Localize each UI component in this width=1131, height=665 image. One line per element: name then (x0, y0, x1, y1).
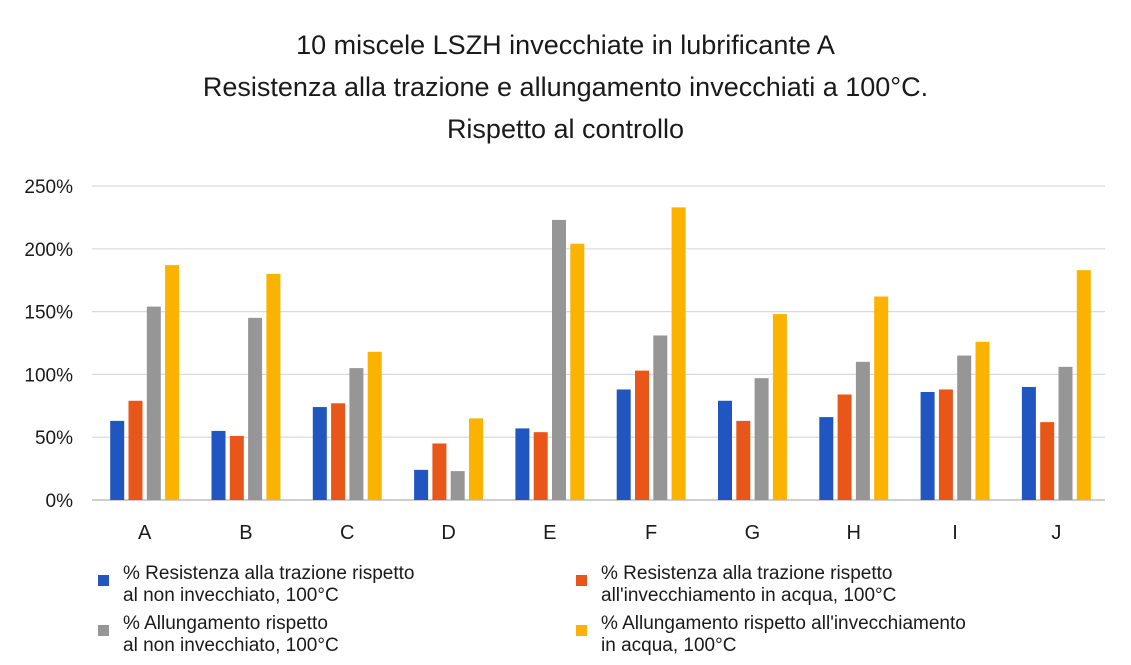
bar-B-series-3 (248, 317, 263, 500)
bar-E-series-4 (570, 243, 585, 500)
chart-title-line-3: Rispetto al controllo (446, 114, 685, 144)
legend-swatch-series-4 (576, 625, 587, 636)
bar-H-series-4 (874, 296, 889, 500)
bar-J-series-4 (1076, 270, 1091, 500)
chart-title: 10 miscele LSZH invecchiate in lubrifica… (0, 24, 1131, 150)
x-tick-label: D (441, 522, 455, 544)
y-tick-label: 150% (24, 303, 73, 324)
bar-C-series-2 (331, 403, 346, 500)
bar-A-series-2 (128, 400, 143, 500)
bar-C-series-4 (367, 351, 382, 500)
legend-swatch-series-2 (576, 575, 587, 586)
x-tick-label: J (1051, 522, 1061, 544)
y-tick-label: 50% (35, 428, 73, 449)
bar-H-series-1 (819, 417, 834, 500)
bar-B-series-4 (266, 273, 281, 500)
bar-I-series-4 (975, 341, 990, 500)
y-tick-label: 100% (24, 365, 73, 386)
bar-A-series-3 (146, 306, 161, 500)
y-tick-label: 200% (24, 240, 73, 261)
bar-B-series-2 (229, 435, 244, 500)
bar-G-series-1 (718, 400, 732, 500)
chart-title-line-1: 10 miscele LSZH invecchiate in lubrifica… (296, 30, 835, 60)
bar-E-series-2 (533, 432, 548, 500)
bar-B-series-1 (211, 430, 226, 500)
bar-J-series-3 (1058, 366, 1073, 500)
chart-title-line-2: Resistenza alla trazione e allungamento … (202, 72, 929, 102)
bar-H-series-2 (837, 394, 852, 500)
bar-J-series-1 (1021, 386, 1036, 500)
y-tick-label: 250% (24, 177, 73, 198)
bar-D-series-4 (469, 418, 483, 500)
legend-item-series-4: % Allungamento rispetto all'invecchiamen… (576, 613, 966, 657)
legend-item-series-3: % Allungamento rispetto al non invecchia… (98, 613, 339, 657)
bar-J-series-2 (1040, 422, 1055, 500)
x-tick-label: I (952, 522, 958, 544)
bar-C-series-1 (312, 407, 327, 500)
bar-F-series-1 (616, 389, 631, 500)
bar-D-series-3 (450, 471, 465, 500)
x-tick-label: B (239, 522, 252, 544)
x-tick-label: H (847, 522, 861, 544)
bar-F-series-3 (653, 335, 668, 500)
legend-label-series-3: % Allungamento rispetto al non invecchia… (123, 613, 339, 656)
bar-G-series-2 (736, 420, 751, 500)
y-tick-label: 0% (46, 491, 74, 512)
bar-I-series-3 (957, 355, 972, 500)
bar-C-series-3 (349, 368, 364, 500)
legend-swatch-series-3 (98, 625, 109, 636)
chart-legend: % Resistenza alla trazione rispetto al n… (0, 563, 1131, 663)
bar-A-series-4 (165, 265, 180, 500)
x-tick-label: A (138, 522, 152, 544)
legend-item-series-1: % Resistenza alla trazione rispetto al n… (98, 563, 414, 607)
bar-E-series-1 (515, 428, 530, 500)
bar-D-series-2 (432, 443, 447, 500)
bar-I-series-1 (920, 391, 935, 500)
bar-G-series-4 (772, 314, 787, 500)
x-tick-label: C (340, 522, 354, 544)
bar-I-series-2 (938, 389, 953, 500)
bar-F-series-4 (671, 207, 686, 501)
x-tick-label: G (745, 522, 761, 544)
legend-label-series-1: % Resistenza alla trazione rispetto al n… (123, 563, 415, 606)
bar-G-series-3 (754, 378, 769, 500)
legend-label-series-4: % Allungamento rispetto all'invecchiamen… (601, 613, 966, 656)
x-tick-label: F (645, 522, 657, 544)
bar-A-series-1 (110, 420, 125, 500)
bar-E-series-3 (552, 219, 566, 501)
legend-item-series-2: % Resistenza alla trazione rispetto all'… (576, 563, 896, 607)
x-tick-label: E (543, 522, 556, 544)
legend-swatch-series-1 (98, 575, 109, 586)
legend-label-series-2: % Resistenza alla trazione rispetto all'… (601, 563, 897, 606)
bar-H-series-3 (855, 361, 870, 500)
bar-F-series-2 (635, 370, 649, 500)
bar-D-series-1 (414, 469, 429, 500)
bar-chart: 0% 50% 100% 150% 200% 250% A B C D E F G H I J (24, 177, 1105, 544)
